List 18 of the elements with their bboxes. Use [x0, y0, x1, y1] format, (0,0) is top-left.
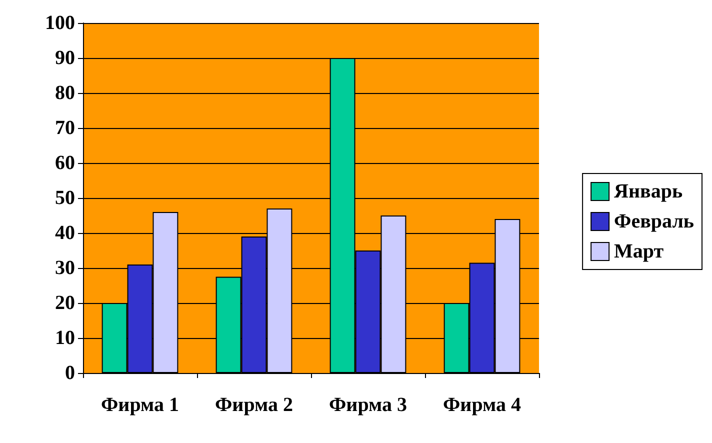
- legend-label: Январь: [614, 180, 683, 202]
- y-tick-label: 50: [55, 187, 75, 209]
- y-tick-label: 10: [55, 327, 75, 349]
- legend-label: Февраль: [614, 210, 694, 232]
- x-tick-label: Фирма 4: [442, 394, 522, 416]
- x-tick-label: Фирма 2: [214, 394, 294, 416]
- legend-label: Март: [614, 240, 664, 262]
- y-tick-label: 80: [55, 82, 75, 104]
- y-tick-label: 100: [45, 12, 75, 34]
- y-tick-label: 70: [55, 117, 75, 139]
- y-tick-label: 60: [55, 152, 75, 174]
- y-tick-label: 0: [65, 362, 75, 384]
- y-tick-label: 20: [55, 292, 75, 314]
- y-tick-label: 90: [55, 47, 75, 69]
- y-tick-label: 40: [55, 222, 75, 244]
- x-tick-label: Фирма 3: [328, 394, 408, 416]
- y-tick-label: 30: [55, 257, 75, 279]
- x-tick-label: Фирма 1: [100, 394, 180, 416]
